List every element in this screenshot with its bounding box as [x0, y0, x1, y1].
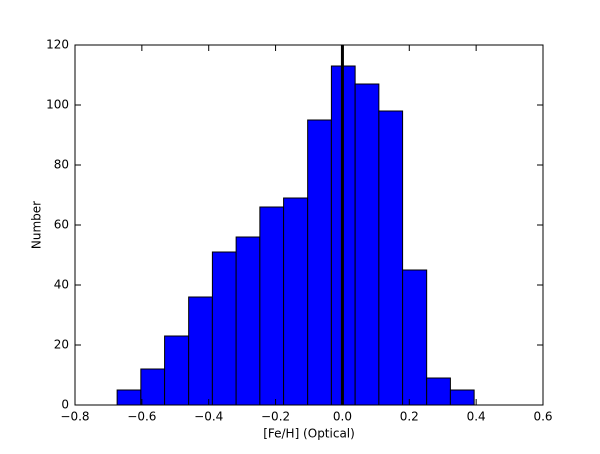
x-axis-label: [Fe/H] (Optical) [263, 427, 355, 441]
bar [116, 389, 142, 406]
bar [188, 296, 213, 406]
bar [354, 83, 380, 406]
x-tick-label: −0.6 [127, 410, 156, 424]
x-tick-label: 0.0 [333, 410, 352, 424]
y-tick-label: 40 [54, 278, 69, 292]
x-tick-label: −0.4 [194, 410, 223, 424]
y-axis-label: Number [30, 201, 44, 249]
y-tick-label: 100 [46, 98, 69, 112]
bar [283, 197, 309, 406]
y-tick-label: 60 [54, 218, 69, 232]
bar [307, 119, 332, 406]
bar [378, 110, 404, 406]
bar [402, 269, 428, 406]
bar [449, 389, 475, 406]
bar [259, 206, 285, 406]
bar [140, 368, 166, 406]
y-tick-label: 80 [54, 158, 69, 172]
bar [211, 251, 237, 406]
y-tick-label: 0 [61, 398, 69, 412]
x-tick-label: −0.8 [60, 410, 89, 424]
x-tick-label: −0.2 [261, 410, 290, 424]
x-tick-label: 0.4 [467, 410, 486, 424]
y-tick-label: 20 [54, 338, 69, 352]
x-tick-label: 0.2 [400, 410, 419, 424]
bar [164, 335, 190, 406]
bar [426, 377, 451, 406]
bar [235, 236, 261, 406]
x-tick-label: 0.6 [533, 410, 552, 424]
y-tick-label: 120 [46, 38, 69, 52]
